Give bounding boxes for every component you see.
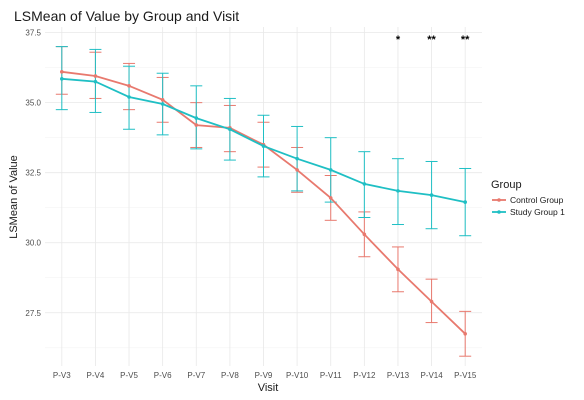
- x-tick-label: P-V6: [154, 371, 172, 380]
- data-point: [93, 74, 98, 78]
- data-point: [228, 127, 232, 132]
- y-tick-label: 37.5: [25, 29, 41, 38]
- x-axis-ticks: P-V3 P-V4 P-V5 P-V6 P-V7 P-V8 P-V9 P-V10 P-V11 P-…: [53, 371, 477, 380]
- y-axis-label: LSMean of Value: [8, 155, 20, 239]
- legend-label: Study Group 1: [510, 207, 565, 217]
- data-point: [396, 189, 400, 193]
- y-tick-label: 30.0: [25, 239, 41, 248]
- data-point: [295, 156, 299, 161]
- data-point: [328, 196, 333, 200]
- data-point: [127, 95, 131, 99]
- x-tick-label: P-V7: [187, 371, 205, 380]
- data-point: [362, 182, 367, 186]
- legend-key-point: [497, 198, 501, 202]
- significance-marker: *: [396, 34, 401, 46]
- x-tick-label: P-V3: [53, 371, 71, 380]
- x-tick-label: P-V5: [120, 371, 138, 380]
- data-point: [93, 79, 98, 84]
- x-tick-label: P-V14: [420, 371, 443, 380]
- data-point: [60, 77, 64, 81]
- x-tick-label: P-V15: [454, 371, 477, 380]
- x-tick-label: P-V4: [87, 371, 105, 380]
- y-tick-label: 35.0: [25, 99, 41, 108]
- data-point: [261, 144, 266, 148]
- data-point: [463, 331, 467, 336]
- significance-marker: **: [461, 34, 470, 46]
- x-tick-label: P-V8: [221, 371, 239, 380]
- legend-label: Control Group: [510, 195, 564, 205]
- y-tick-label: 27.5: [25, 309, 41, 318]
- data-point: [295, 168, 299, 172]
- y-tick-label: 32.5: [25, 169, 41, 178]
- x-tick-label: P-V13: [387, 371, 410, 380]
- data-point: [429, 193, 434, 197]
- x-axis-label: Visit: [258, 382, 279, 394]
- x-tick-label: P-V12: [353, 371, 376, 380]
- y-axis-ticks: 27.5 30.0 32.5 35.0 37.5: [25, 29, 41, 318]
- data-point: [463, 200, 467, 204]
- data-point: [194, 116, 199, 120]
- chart-title: LSMean of Value by Group and Visit: [14, 8, 239, 24]
- significance-marker: **: [427, 34, 436, 46]
- series-lines: [60, 70, 467, 336]
- data-point: [396, 267, 400, 272]
- data-point: [429, 299, 434, 304]
- legend: Group Control Group Study Group 1: [491, 179, 565, 217]
- grid: [45, 27, 482, 366]
- data-point: [328, 168, 333, 172]
- data-point: [160, 102, 165, 106]
- significance-annotations: * ** **: [396, 34, 470, 46]
- x-tick-label: P-V10: [286, 371, 309, 380]
- data-point: [160, 98, 165, 102]
- x-tick-label: P-V11: [320, 371, 342, 380]
- data-point: [60, 70, 64, 74]
- legend-key-point: [497, 210, 501, 214]
- x-tick-label: P-V9: [255, 371, 273, 380]
- data-point: [127, 84, 131, 88]
- data-point: [362, 232, 367, 237]
- legend-title: Group: [491, 179, 522, 191]
- data-point: [194, 123, 199, 127]
